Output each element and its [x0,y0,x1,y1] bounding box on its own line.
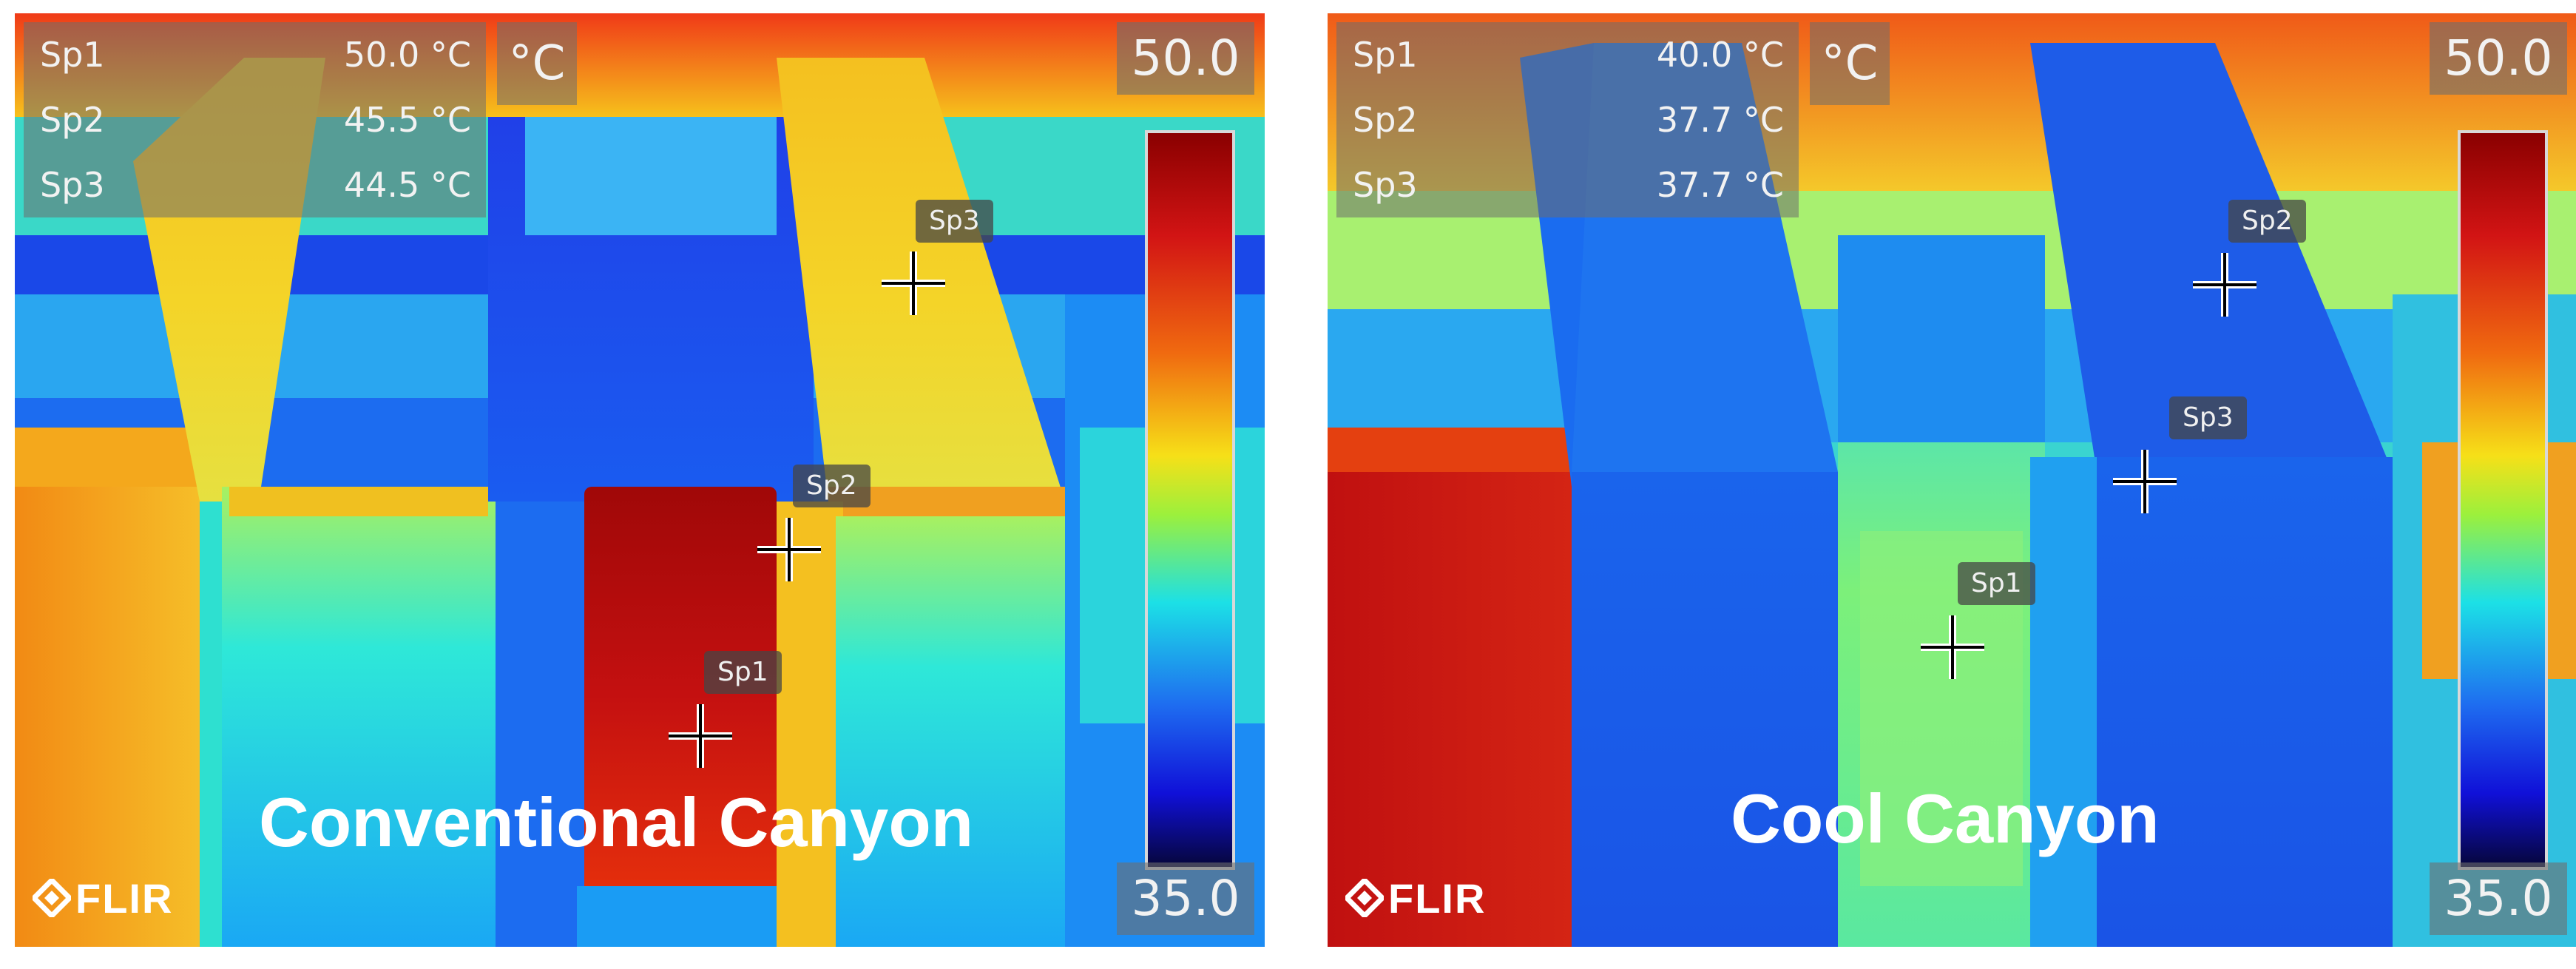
thermal-scene-conventional [15,13,1265,947]
spot-temperature: 37.7 °C [1656,100,1784,140]
crosshair-icon [2113,450,2177,513]
scale-min-label: 35.0 [2430,862,2567,935]
readout-row-sp1: Sp1 50.0 °C [24,22,486,87]
crosshair-icon [669,704,732,768]
spot-tag-sp3: Sp3 [916,200,993,243]
spot-name: Sp1 [1353,35,1418,75]
spot-tag-sp1: Sp1 [704,651,782,694]
readout-row-sp2: Sp2 45.5 °C [24,87,486,152]
readout-row-sp1: Sp1 40.0 °C [1336,22,1799,87]
spot-readout-table: Sp1 50.0 °C Sp2 45.5 °C Sp3 44.5 °C [24,22,486,217]
readout-row-sp3: Sp3 44.5 °C [24,152,486,217]
scale-max-label: 50.0 [1117,22,1254,95]
spot-name: Sp1 [40,35,105,75]
flir-logo: FLIR [33,874,174,922]
temperature-unit: °C [1810,22,1890,105]
image-caption: Conventional Canyon [259,783,974,861]
spot-tag-sp3: Sp3 [2169,396,2247,439]
crosshair-icon [757,518,821,581]
thermal-image-conventional: Sp1 50.0 °C Sp2 45.5 °C Sp3 44.5 °C °C 5… [15,13,1265,947]
spot-temperature: 45.5 °C [343,100,471,140]
spot-name: Sp3 [1353,165,1418,205]
scale-max-label: 50.0 [2430,22,2567,95]
spot-temperature: 37.7 °C [1656,165,1784,205]
flir-logo: FLIR [1345,874,1487,922]
spot-temperature: 44.5 °C [343,165,471,205]
spot-readout-table: Sp1 40.0 °C Sp2 37.7 °C Sp3 37.7 °C [1336,22,1799,217]
spot-temperature: 40.0 °C [1656,35,1784,75]
scale-min-label: 35.0 [1117,862,1254,935]
thermal-colorbar [2458,130,2548,870]
temperature-unit: °C [497,22,577,105]
flir-logo-text: FLIR [1388,874,1487,922]
flir-logo-text: FLIR [75,874,174,922]
readout-row-sp3: Sp3 37.7 °C [1336,152,1799,217]
spot-tag-sp2: Sp2 [793,465,871,507]
flir-logo-icon [33,879,71,917]
crosshair-icon [2193,253,2256,317]
spot-tag-sp1: Sp1 [1958,562,2035,605]
spot-name: Sp2 [1353,100,1418,140]
crosshair-icon [882,251,945,315]
crosshair-icon [1921,615,1984,679]
flir-logo-icon [1345,879,1384,917]
thermal-image-cool: Sp1 40.0 °C Sp2 37.7 °C Sp3 37.7 °C °C 5… [1328,13,2576,947]
spot-name: Sp2 [40,100,105,140]
readout-row-sp2: Sp2 37.7 °C [1336,87,1799,152]
thermal-colorbar [1145,130,1235,870]
spot-name: Sp3 [40,165,105,205]
spot-temperature: 50.0 °C [343,35,471,75]
spot-tag-sp2: Sp2 [2228,200,2306,243]
image-caption: Cool Canyon [1731,780,2160,857]
